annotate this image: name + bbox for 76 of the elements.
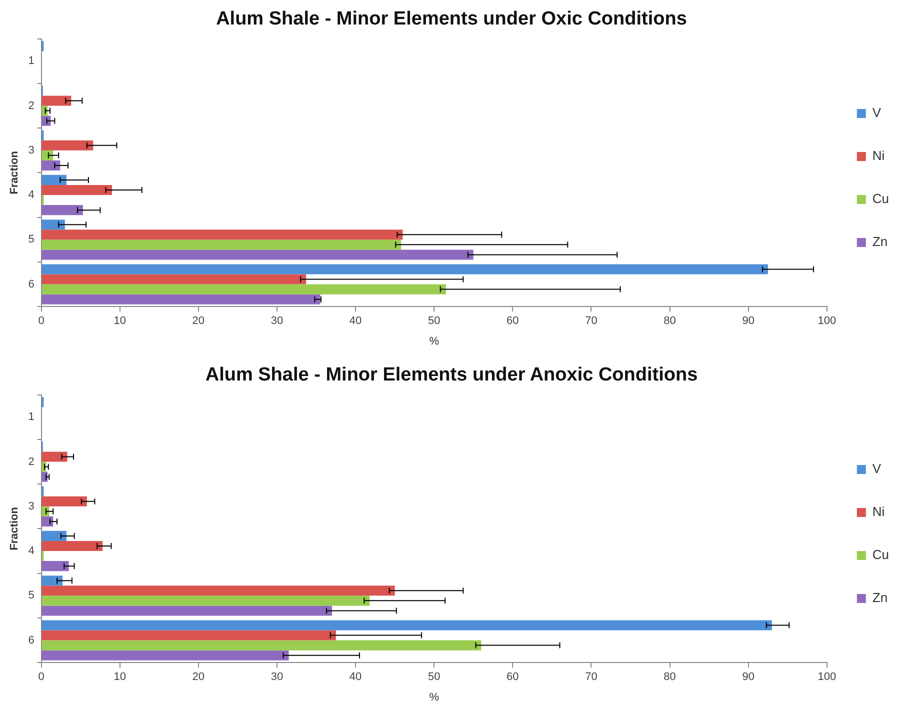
x-tick-label: 70 (585, 315, 598, 328)
x-tick-label: 60 (506, 671, 519, 684)
bar (42, 620, 772, 630)
legend-label: Cu (872, 191, 890, 206)
x-tick-label: 90 (742, 315, 754, 328)
x-axis-title: % (429, 691, 440, 704)
bar (42, 586, 395, 596)
chart-title: Alum Shale - Minor Elements under Anoxic Conditions (205, 364, 698, 386)
bar (42, 140, 94, 150)
y-tick-label: 2 (28, 456, 34, 468)
bar (42, 540, 103, 552)
bar (42, 606, 332, 616)
bar (42, 240, 402, 250)
x-tick-label: 30 (270, 671, 284, 684)
y-tick-label: 5 (28, 234, 34, 246)
bar (42, 294, 320, 304)
legend-label: Cu (872, 547, 890, 562)
y-tick-label: 6 (28, 278, 34, 290)
bar (42, 274, 306, 284)
bar (42, 452, 68, 462)
x-tick-label: 50 (428, 315, 440, 328)
bar (42, 205, 83, 216)
bar (42, 174, 66, 185)
x-tick-label: 20 (192, 671, 205, 684)
bar (42, 160, 60, 170)
bar (42, 530, 66, 541)
x-tick-label: 40 (349, 315, 362, 328)
x-tick-label: 40 (349, 671, 362, 684)
y-tick-label: 6 (28, 634, 34, 646)
bar (42, 250, 474, 260)
bar (42, 596, 370, 606)
bar (42, 284, 446, 294)
y-tick-label: 3 (28, 500, 34, 512)
legend-label: V (872, 461, 882, 476)
x-axis-title: % (429, 335, 440, 348)
x-tick-label: 10 (114, 671, 126, 684)
x-tick-label: 100 (818, 315, 836, 328)
y-tick-label: 4 (28, 189, 34, 202)
bar (42, 230, 403, 240)
y-tick-label: 1 (28, 411, 34, 424)
bar (42, 264, 768, 274)
bar (42, 96, 72, 106)
bar (42, 640, 482, 650)
bar (42, 576, 63, 586)
x-tick-label: 50 (428, 671, 440, 684)
bar (42, 516, 54, 526)
legend-label: Zn (872, 590, 888, 606)
bar (42, 630, 336, 640)
legend-label: V (872, 105, 882, 120)
legend-label: Ni (872, 148, 885, 164)
x-tick-label: 30 (270, 315, 284, 328)
y-tick-label: 1 (28, 55, 34, 68)
x-tick-label: 90 (742, 671, 754, 684)
y-axis-title: Fraction (8, 150, 21, 194)
y-tick-label: 5 (28, 590, 34, 602)
x-tick-label: 80 (664, 315, 676, 328)
legend-label: Ni (872, 504, 885, 520)
y-axis-title: Fraction (8, 506, 21, 550)
bar (42, 496, 87, 506)
bar (42, 650, 289, 660)
bar (42, 561, 69, 572)
x-tick-label: 60 (506, 315, 519, 328)
legend-label: Zn (872, 234, 888, 250)
x-tick-label: 20 (192, 315, 205, 328)
x-tick-label: 100 (818, 671, 836, 684)
x-tick-label: 0 (38, 671, 44, 684)
x-tick-label: 80 (664, 671, 676, 684)
y-tick-label: 3 (28, 144, 34, 156)
y-tick-label: 2 (28, 100, 34, 112)
chart-title: Alum Shale - Minor Elements under Oxic Conditions (216, 8, 687, 30)
x-tick-label: 10 (114, 315, 126, 328)
bar (42, 184, 112, 196)
x-tick-label: 70 (585, 671, 598, 684)
bar (42, 220, 65, 230)
x-tick-label: 0 (38, 315, 44, 328)
y-tick-label: 4 (28, 545, 34, 558)
